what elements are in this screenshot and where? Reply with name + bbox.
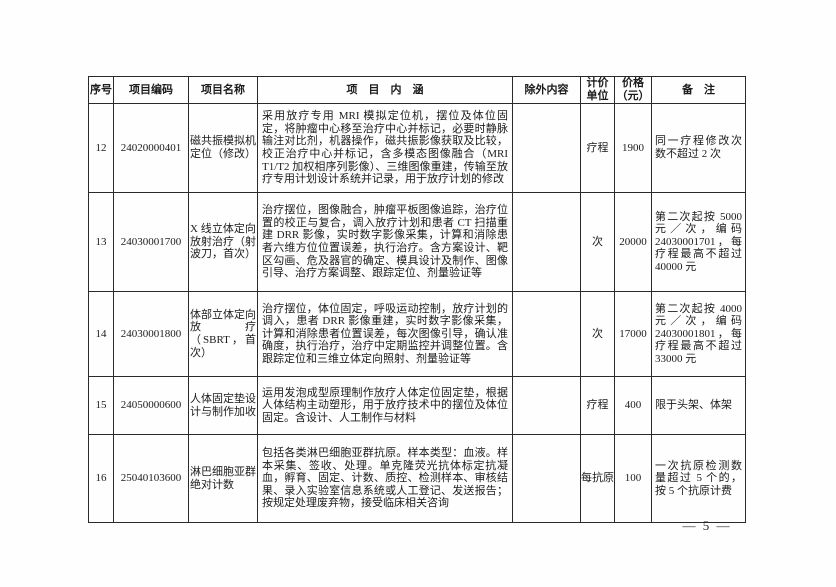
- col-header-code: 项目编码: [113, 76, 189, 104]
- cell-no: 12: [88, 103, 114, 193]
- cell-note: 第二次起按 5000 元／次，编码 24030001701，每疗程最高不超过 4…: [651, 192, 746, 292]
- cell-note: 限于头架、体架: [651, 376, 746, 435]
- col-header-price: 价格 （元）: [614, 76, 652, 104]
- col-header-content: 项 目 内 涵: [257, 76, 513, 104]
- cell-name: 人体固定垫设计与制作加收: [188, 376, 258, 435]
- cell-no: 14: [88, 291, 114, 377]
- cell-exclusion: [512, 192, 581, 292]
- cell-exclusion: [512, 376, 581, 435]
- cell-unit: 每抗原: [580, 434, 615, 523]
- cell-content: 治疗摆位，图像融合，肿瘤平板图像追踪，治疗位置的校正与复合，调入放疗计划和患者 …: [257, 192, 513, 292]
- cell-note: 第二次起按 4000 元／次，编码 24030001801，每疗程最高不超过 3…: [651, 291, 746, 377]
- cell-exclusion: [512, 291, 581, 377]
- cell-price: 100: [614, 434, 652, 523]
- cell-name: 体部立体定向放疗（SBRT，首次）: [188, 291, 258, 377]
- cell-content: 采用放疗专用 MRI 模拟定位机，摆位及体位固定，将肿瘤中心移至治疗中心并标记，…: [257, 103, 513, 193]
- cell-name: 磁共振模拟机定位（修改）: [188, 103, 258, 193]
- cell-name: 淋巴细胞亚群绝对计数: [188, 434, 258, 523]
- cell-content: 治疗摆位，体位固定，呼吸运动控制，放疗计划的调入，患者 DRR 影像重建，实时数…: [257, 291, 513, 377]
- cell-content: 包括各类淋巴细胞亚群抗原。样本类型：血液。样本采集、签收、处理。单克隆荧光抗体标…: [257, 434, 513, 523]
- cell-code: 24020000401: [113, 103, 189, 193]
- cell-unit: 次: [580, 192, 615, 292]
- col-header-unit: 计价 单位: [580, 76, 615, 104]
- table-row: 13 24030001700 X 线立体定向放射治疗（射波刀，首次） 治疗摆位，…: [88, 192, 746, 292]
- col-header-note: 备 注: [651, 76, 746, 104]
- table-row: 12 24020000401 磁共振模拟机定位（修改） 采用放疗专用 MRI 模…: [88, 103, 746, 193]
- table-row: 15 24050000600 人体固定垫设计与制作加收 运用发泡成型原理制作放疗…: [88, 376, 746, 435]
- cell-content: 运用发泡成型原理制作放疗人体定位固定垫，根据人体结构主动塑形，用于放疗技术中的摆…: [257, 376, 513, 435]
- cell-no: 13: [88, 192, 114, 292]
- cell-price: 400: [614, 376, 652, 435]
- page-number: — 5 —: [682, 518, 732, 533]
- table-row: 16 25040103600 淋巴细胞亚群绝对计数 包括各类淋巴细胞亚群抗原。样…: [88, 434, 746, 523]
- cell-note: 一次抗原检测数量超过 5 个的，按 5 个抗原计费: [651, 434, 746, 523]
- pricing-table: 序号 项目编码 项目名称 项 目 内 涵 除外内容 计价 单位 价格 （元） 备…: [88, 76, 746, 523]
- cell-note: 同一疗程修改次数不超过 2 次: [651, 103, 746, 193]
- cell-exclusion: [512, 103, 581, 193]
- col-header-exclusion: 除外内容: [512, 76, 581, 104]
- col-header-no: 序号: [88, 76, 114, 104]
- cell-code: 24030001700: [113, 192, 189, 292]
- cell-price: 17000: [614, 291, 652, 377]
- table-header-row: 序号 项目编码 项目名称 项 目 内 涵 除外内容 计价 单位 价格 （元） 备…: [88, 76, 746, 104]
- cell-unit: 疗程: [580, 376, 615, 435]
- cell-price: 20000: [614, 192, 652, 292]
- col-header-name: 项目名称: [188, 76, 258, 104]
- cell-name: X 线立体定向放射治疗（射波刀，首次）: [188, 192, 258, 292]
- cell-code: 24050000600: [113, 376, 189, 435]
- cell-unit: 疗程: [580, 103, 615, 193]
- table-row: 14 24030001800 体部立体定向放疗（SBRT，首次） 治疗摆位，体位…: [88, 291, 746, 377]
- cell-exclusion: [512, 434, 581, 523]
- cell-unit: 次: [580, 291, 615, 377]
- cell-code: 25040103600: [113, 434, 189, 523]
- cell-price: 1900: [614, 103, 652, 193]
- cell-code: 24030001800: [113, 291, 189, 377]
- cell-no: 16: [88, 434, 114, 523]
- cell-no: 15: [88, 376, 114, 435]
